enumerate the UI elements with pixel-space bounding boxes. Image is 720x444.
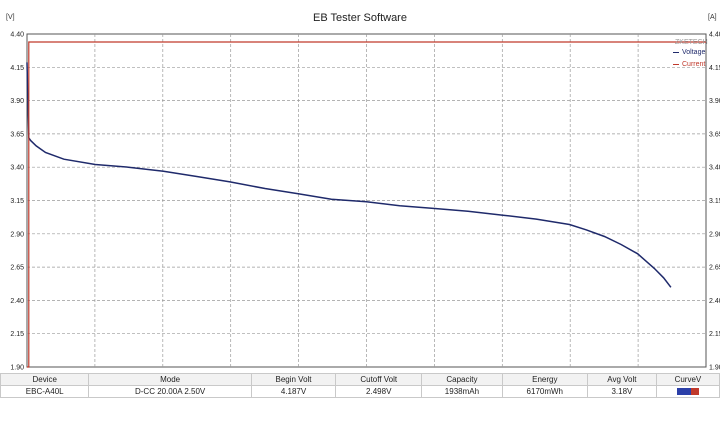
table-header-row: Device Mode Begin Volt Cutoff Volt Capac… [0,373,720,386]
legend-brand-label: ZKETECH [675,39,708,46]
header-avg-volt: Avg Volt [586,373,657,386]
y-tick-label: 1.90 [10,365,24,371]
cell-device: EBC-A40L [0,385,90,398]
header-curvev: CurveV [655,373,720,386]
y-tick-label-right: 2.40 [709,298,720,305]
cell-avg-volt: 3.18V [586,385,657,398]
test-summary-table: Device Mode Begin Volt Cutoff Volt Capac… [0,373,720,398]
y-tick-label: 2.15 [10,331,24,338]
series-line-current [27,41,706,368]
curvev-color-swatch-alt[interactable] [690,388,699,396]
y-tick-label-right: 3.90 [709,98,720,105]
y-tick-label-right: 3.65 [709,131,720,138]
y-tick-label-right: 4.40 [709,32,720,39]
y-tick-label-right: 3.40 [709,165,720,172]
y-tick-label: 2.90 [10,231,24,238]
legend-label-voltage: Voltage [682,48,706,56]
table-row: EBC-A40L D-CC 20.00A 2.50V 4.187V 2.498V… [0,385,720,398]
y-tick-label: 2.40 [10,298,24,305]
cell-begin-volt: 4.187V [250,385,337,398]
y-tick-label: 2.65 [10,265,24,272]
legend-swatch-current [673,63,679,65]
cell-energy: 6170mWh [501,385,588,398]
y-tick-label: 3.65 [10,131,24,138]
cell-capacity: 1938mAh [421,385,503,398]
y-tick-label-right: 3.15 [709,198,720,205]
window-title: EB Tester Software [313,12,407,24]
y-tick-label: 4.15 [10,65,24,72]
legend-item-current: Current [673,58,713,70]
y-tick-label: 3.90 [10,98,24,105]
cell-mode: D-CC 20.00A 2.50V [88,385,252,398]
header-begin-volt: Begin Volt [250,373,337,386]
header-energy: Energy [501,373,588,386]
y-axis-unit-right: [A] [708,14,717,21]
y-tick-label-right: 2.90 [709,231,720,238]
y-tick-label: 3.40 [10,165,24,172]
series-line-voltage [26,62,672,288]
voltage-discharge-chart: 4.40 4.40 4.15 4.15 3.90 3.90 3.65 3.65 3.40 3.40… [10,32,720,371]
cell-curvev[interactable] [655,385,720,398]
header-device: Device [0,373,90,386]
y-tick-label: 4.40 [10,32,24,39]
y-tick-label-right: 2.65 [709,265,720,272]
header-cutoff-volt: Cutoff Volt [335,373,423,386]
chart-legend: ZKETECH Voltage Current [673,39,713,79]
y-tick-label-right: 1.90 [709,365,720,371]
curvev-color-swatch[interactable] [676,388,691,396]
header-mode: Mode [88,373,252,386]
y-axis-unit-left: [V] [6,14,15,21]
legend-item-voltage: Voltage [673,46,713,58]
header-capacity: Capacity [421,373,503,386]
legend-swatch-voltage [673,51,679,53]
y-tick-label-right: 4.15 [709,65,720,72]
y-tick-label-right: 2.15 [709,331,720,338]
y-tick-label: 3.15 [10,198,24,205]
legend-label-current: Current [682,60,706,68]
cell-cutoff-volt: 2.498V [335,385,423,398]
